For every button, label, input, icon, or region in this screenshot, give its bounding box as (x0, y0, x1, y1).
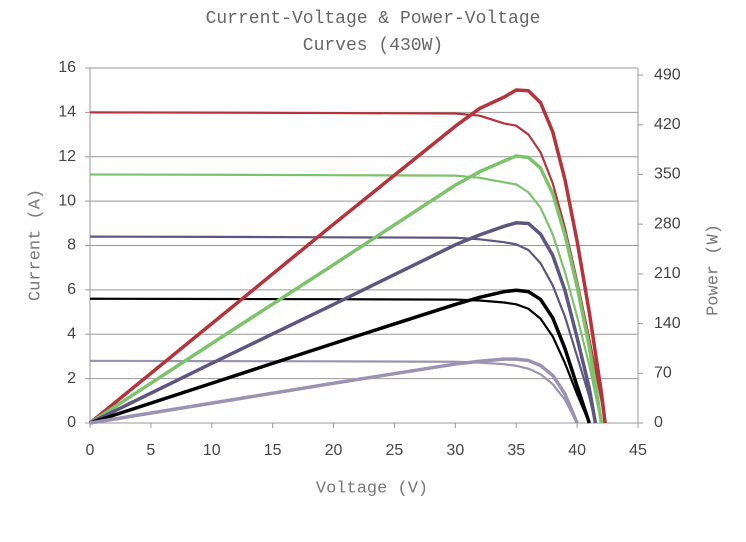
x-tick-label: 30 (446, 442, 464, 459)
x-tick-label: 35 (507, 442, 525, 459)
y2-tick-label: 0 (654, 414, 663, 431)
y-tick-label: 12 (58, 148, 76, 165)
y-tick-label: 8 (67, 237, 76, 254)
x-axis-label: Voltage (V) (316, 479, 428, 498)
current-curve (89, 359, 579, 424)
y-tick-label: 2 (67, 370, 76, 387)
x-tick-label: 45 (629, 442, 647, 459)
y2-tick-label: 140 (654, 315, 681, 332)
x-tick-label: 5 (146, 442, 155, 459)
y-tick-label: 4 (67, 325, 76, 342)
power-curve (89, 288, 591, 425)
current-curve (89, 235, 597, 424)
x-tick-label: 15 (264, 442, 282, 459)
y-tick-label: 6 (67, 281, 76, 298)
x-tick-label: 25 (386, 442, 404, 459)
y-tick-label: 10 (58, 192, 76, 209)
y-tick-label: 0 (67, 414, 76, 431)
x-tick-label: 20 (325, 442, 343, 459)
y2-axis-label: Power (W) (704, 224, 723, 316)
power-curve (89, 154, 604, 425)
y2-tick-label: 280 (654, 215, 681, 232)
x-tick-label: 40 (568, 442, 586, 459)
x-tick-label: 10 (203, 442, 221, 459)
power-curve (88, 88, 607, 425)
y2-tick-label: 350 (654, 166, 681, 183)
y-tick-label: 14 (58, 104, 76, 121)
y-axis-label: Current (A) (26, 189, 45, 301)
y2-tick-label: 210 (654, 265, 681, 282)
y2-tick-label: 420 (654, 116, 681, 133)
current-curve (89, 297, 591, 424)
power-curve (89, 221, 598, 425)
current-curve (89, 173, 603, 424)
chart-title: Current-Voltage & Power-Voltage Curves (… (205, 9, 541, 56)
y2-tick-label: 70 (654, 365, 672, 382)
power-curve (89, 357, 579, 425)
y-tick-label: 16 (58, 59, 76, 76)
y2-tick-label: 490 (654, 66, 681, 83)
x-tick-label: 0 (86, 442, 95, 459)
